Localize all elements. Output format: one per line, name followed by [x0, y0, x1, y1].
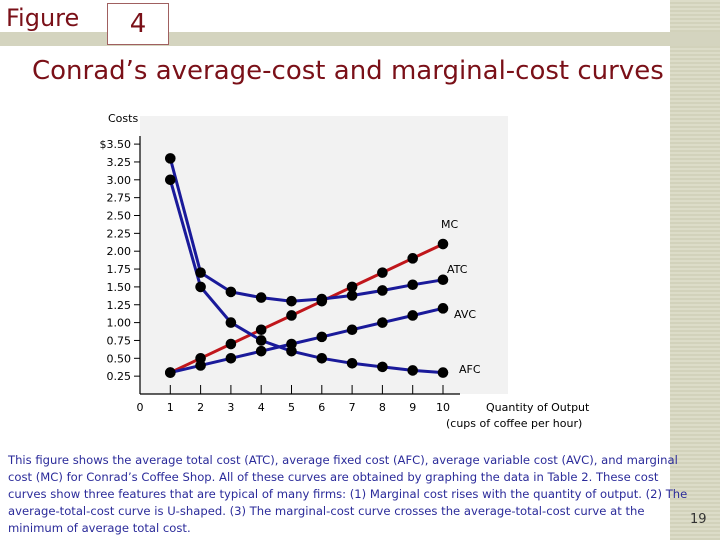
mc-point	[346, 281, 358, 293]
cost-curves-chart: 0.25 0.50 0.75 1.00 1.25 1.50 1.75 2.00 2.25 2.50…	[100, 112, 591, 430]
mc-point	[377, 267, 388, 278]
afc-point	[377, 361, 388, 373]
series-lines	[168, 158, 444, 375]
page-title: Conrad’s average-cost and marginal-cost …	[32, 56, 664, 86]
plot-background	[140, 116, 508, 394]
mc-point	[286, 310, 297, 321]
y-tick-label: 1.50	[107, 281, 132, 294]
decorative-side-band	[670, 0, 720, 540]
atc-point	[165, 153, 176, 164]
afc-point	[165, 174, 176, 186]
x-tick-label: 6	[318, 401, 325, 414]
atc-point	[225, 286, 237, 298]
avc-point	[377, 317, 388, 328]
afc-point	[437, 367, 449, 378]
atc-point	[195, 267, 206, 278]
x-tick-label: 0	[137, 401, 144, 414]
x-tick-label: 10	[436, 401, 450, 414]
y-tick-label: 1.25	[107, 299, 132, 312]
decorative-top-bar	[0, 32, 720, 46]
afc-point	[195, 281, 206, 293]
page-number: 19	[690, 512, 707, 527]
x-tick-label: 3	[227, 401, 234, 414]
afc-point	[255, 335, 267, 346]
x-tick-label: 7	[349, 401, 356, 414]
atc-point	[255, 292, 267, 303]
figure-number: 4	[107, 3, 169, 45]
series-points	[165, 153, 449, 378]
atc-point	[286, 295, 297, 307]
avc-point	[165, 367, 176, 378]
y-tick-label: 2.00	[107, 245, 132, 258]
y-tick-label: 2.25	[107, 227, 132, 240]
chart-axes: 0.25 0.50 0.75 1.00 1.25 1.50 1.75 2.00 2.25 2.50…	[100, 112, 591, 430]
x-tick-label: 8	[379, 401, 386, 414]
afc-point	[407, 365, 419, 376]
avc-point	[225, 353, 237, 364]
mc-point	[407, 253, 419, 264]
mc-point	[255, 324, 267, 336]
avc-curve	[169, 306, 444, 375]
afc-point	[346, 357, 358, 369]
y-tick-label: 0.75	[107, 334, 132, 347]
afc-point	[316, 353, 328, 364]
y-tick-label: 3.00	[107, 174, 132, 187]
mc-point	[437, 238, 449, 250]
x-tick-label: 1	[167, 401, 174, 414]
atc-point	[407, 279, 419, 291]
afc-point	[286, 345, 297, 357]
atc-point	[377, 285, 388, 296]
atc-point	[437, 274, 449, 286]
y-tick-label: 2.50	[107, 210, 132, 223]
x-tick-label: 2	[197, 401, 204, 414]
avc-label: AVC	[454, 308, 476, 321]
mc-label: MC	[441, 218, 458, 231]
figure-label: Figure	[6, 4, 84, 32]
avc-point	[316, 331, 328, 343]
chart-labels: MC ATC AVC AFC	[441, 218, 481, 376]
x-axis-subtitle: (cups of coffee per hour)	[446, 417, 582, 430]
y-tick-label: 1.00	[107, 317, 132, 330]
x-tick-label: 5	[288, 401, 295, 414]
x-tick-label: 4	[258, 401, 265, 414]
y-tick-label: $3.50	[100, 138, 132, 151]
y-axis-title: Costs	[108, 112, 138, 125]
avc-point	[437, 303, 449, 314]
afc-point	[225, 317, 237, 328]
x-tick-label: 9	[409, 401, 416, 414]
avc-point	[255, 345, 267, 357]
atc-point	[316, 293, 328, 305]
y-tick-label: 0.50	[107, 352, 132, 365]
y-tick-label: 0.25	[107, 370, 132, 383]
avc-point	[346, 324, 358, 336]
y-tick-label: 2.75	[107, 192, 132, 205]
figure-caption: This figure shows the average total cost…	[8, 453, 688, 535]
plot-area	[140, 116, 508, 394]
y-tick-label: 3.25	[107, 156, 132, 169]
mc-curve	[169, 242, 444, 374]
afc-label: AFC	[459, 363, 481, 376]
atc-point	[346, 290, 358, 301]
afc-curve	[168, 179, 444, 375]
avc-point	[195, 360, 206, 371]
mc-point	[225, 338, 237, 350]
avc-point	[407, 310, 419, 321]
x-axis-title: Quantity of Output	[486, 401, 590, 414]
atc-label: ATC	[447, 263, 468, 276]
atc-curve	[168, 158, 444, 303]
y-tick-label: 1.75	[107, 263, 132, 276]
